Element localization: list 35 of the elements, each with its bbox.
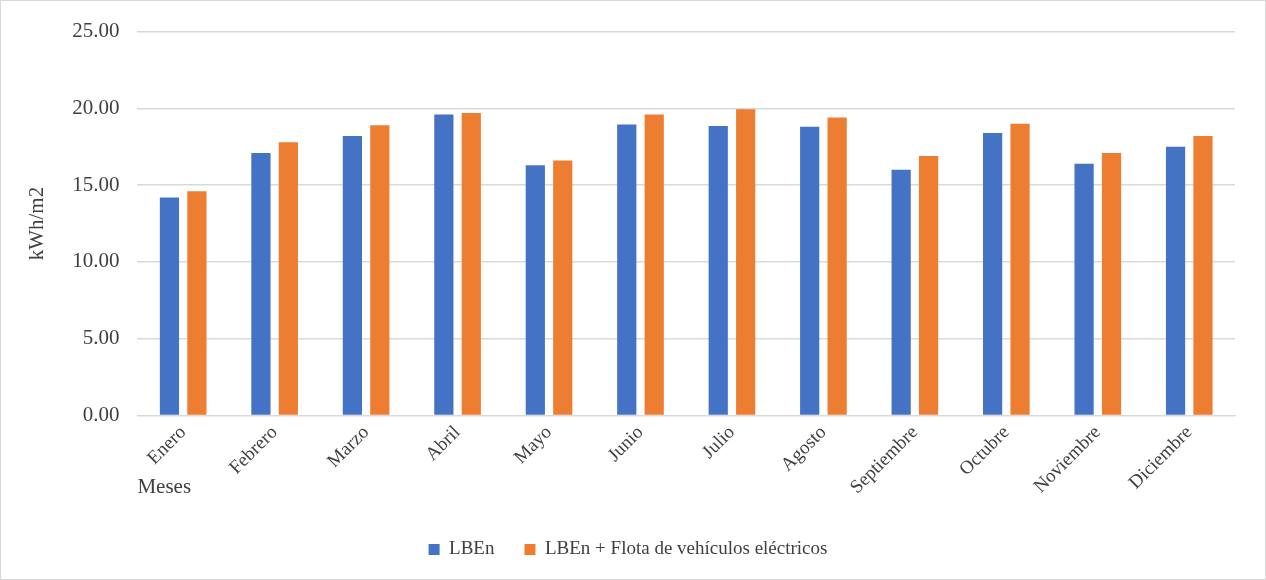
bar: [827, 117, 847, 415]
bar: [434, 114, 454, 415]
y-tick-label: 10.00: [72, 248, 120, 273]
bar: [1101, 152, 1122, 415]
bar: [278, 142, 298, 415]
y-tick-label: 20.00: [72, 94, 120, 119]
y-tick-label: 0.00: [82, 402, 120, 427]
legend-label: LBEn + Flota de vehículos eléctricos: [544, 537, 828, 559]
bar: [800, 126, 820, 415]
bar: [1010, 123, 1030, 415]
bar: [617, 124, 637, 415]
legend-label: LBEn: [449, 537, 495, 559]
bar: [891, 169, 911, 415]
bar: [1165, 146, 1186, 415]
bar: [919, 155, 939, 415]
bar: [461, 112, 481, 415]
bar: [1074, 163, 1094, 415]
y-tick-label: 25.00: [72, 18, 120, 43]
bar: [644, 114, 664, 415]
bar: [342, 136, 362, 415]
x-axis-title: Meses: [137, 473, 192, 498]
bar: [983, 132, 1003, 415]
bar: [187, 191, 207, 415]
bar: [159, 197, 180, 415]
bar: [370, 125, 390, 415]
bar: [736, 109, 756, 415]
bar: [1193, 136, 1213, 415]
bar: [553, 160, 573, 415]
y-axis-title: kWh/m2: [24, 186, 49, 261]
x-tick-label: Julio: [697, 421, 739, 463]
bar: [708, 126, 728, 415]
bar: [251, 152, 271, 415]
bar: [525, 165, 545, 415]
y-tick-label: 15.00: [72, 171, 120, 196]
y-tick-label: 5.00: [82, 325, 120, 350]
